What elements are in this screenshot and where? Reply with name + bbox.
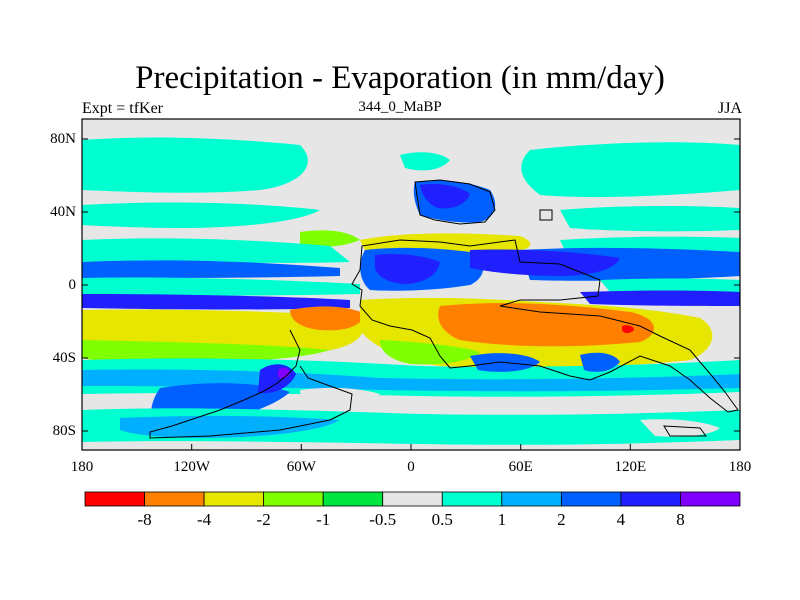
- south-land-red-spot: [622, 325, 634, 333]
- south-subtropic-green: [82, 340, 330, 363]
- colorbar-label: 0.5: [431, 510, 453, 529]
- lon-tick-120w: 120W: [173, 459, 211, 475]
- lon-tick-60w: 60W: [286, 459, 316, 475]
- north-land-green: [300, 230, 360, 247]
- north-mid-cyan-band: [82, 202, 320, 228]
- map-subtitle: 344_0_MaBP: [358, 99, 442, 115]
- colorbar-label: 1: [497, 510, 507, 529]
- antarctic-neutral-east: [640, 419, 720, 437]
- colorbar-label: -4: [196, 510, 212, 529]
- south-far-sky-band: [120, 415, 340, 438]
- south-pole-violet-spot: [278, 367, 290, 379]
- colorbar-swatch: [84, 491, 145, 507]
- lat-tick-40s: 40S: [52, 350, 76, 366]
- north-cyan-band-east: [521, 142, 740, 198]
- lat-tick-80s: 80S: [52, 423, 76, 439]
- longitude-tick-marks: [81, 444, 741, 450]
- equatorial-blue-band: [82, 294, 350, 310]
- colorbar-swatch: [620, 491, 681, 507]
- lat-tick-80n: 80N: [50, 131, 76, 147]
- north-atlantic-cyan: [400, 152, 450, 171]
- latitude-tick-marks: [82, 138, 740, 432]
- coastline-south-west: [149, 329, 353, 439]
- equatorial-cyan-band: [82, 277, 360, 296]
- colorbar-swatch: [322, 491, 384, 507]
- tropic-north-cyan: [82, 238, 350, 263]
- colorbar-label: -0.5: [369, 510, 397, 529]
- tropic-north-blue-band: [82, 260, 340, 278]
- map-title: Precipitation - Evaporation (in mm/day): [135, 60, 665, 96]
- colorbar-swatch: [560, 491, 622, 507]
- colorbar-swatch: [203, 491, 265, 507]
- colorbar-swatch: [263, 491, 324, 507]
- equatorial-blue-band-east: [580, 290, 740, 306]
- north-land-deep-blue: [420, 184, 470, 209]
- coastline-island: [539, 209, 553, 221]
- colorbar-label: 4: [616, 510, 626, 529]
- south-subtropic-yellow: [82, 309, 364, 351]
- coastline-north-land: [414, 179, 496, 225]
- antarctic-neutral-patch: [300, 387, 380, 410]
- south-land-green: [380, 340, 480, 365]
- colorbar-swatch: [382, 491, 443, 507]
- coastline-antarctic-east: [663, 425, 707, 437]
- season-label: JJA: [717, 100, 742, 117]
- south-ocean-orange: [290, 306, 365, 331]
- north-mid-cyan-band-east: [560, 205, 740, 232]
- equatorial-cyan-band-east: [600, 278, 740, 294]
- colorbar-swatch: [144, 491, 205, 507]
- lat-tick-0: 0: [68, 277, 77, 293]
- coastline-main-continent: [351, 239, 739, 413]
- lon-tick-0: 0: [407, 459, 415, 475]
- lat-tick-40n: 40N: [50, 204, 76, 220]
- lon-tick-60e: 60E: [508, 459, 533, 475]
- lon-tick-180e: 180: [728, 459, 752, 475]
- colorbar-label: -1: [316, 510, 331, 529]
- colorbar-label: -2: [256, 510, 271, 529]
- lon-tick-180w: 180: [70, 459, 94, 475]
- colorbar-swatch: [680, 491, 741, 507]
- tropic-land-deep-blue: [375, 253, 440, 284]
- south-land-orange: [438, 303, 654, 347]
- south-blue-patch-east: [580, 352, 620, 372]
- colorbar-label: 8: [676, 510, 685, 529]
- lon-tick-120e: 120E: [614, 459, 647, 475]
- colorbar-swatch: [501, 491, 562, 507]
- experiment-label: Expt = tfKer: [82, 100, 163, 117]
- colorbar-swatch: [441, 491, 503, 507]
- colorbar-label: -8: [137, 510, 152, 529]
- colorbar-label: 2: [557, 510, 566, 529]
- colorbar: [84, 491, 741, 507]
- tropic-land-deep-blue-east: [470, 249, 620, 276]
- north-cyan-band-west: [82, 137, 308, 193]
